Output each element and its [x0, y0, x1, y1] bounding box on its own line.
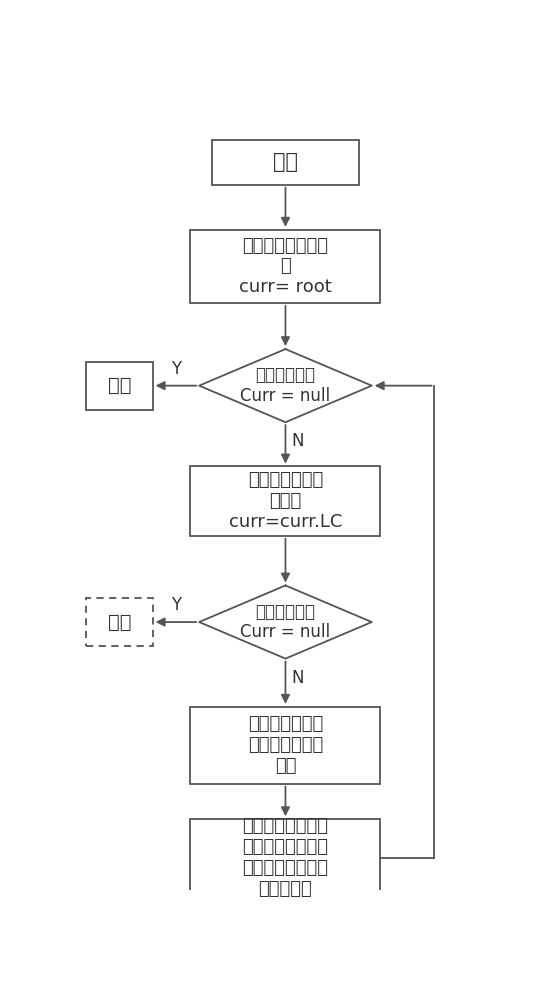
- Text: Y: Y: [171, 360, 181, 378]
- Text: 当前结点依次指向
其右结点链中的每
个结点，循环执行
此操作步骤: 当前结点依次指向 其右结点链中的每 个结点，循环执行 此操作步骤: [242, 817, 329, 898]
- Text: 当前结点判空
Curr = null: 当前结点判空 Curr = null: [241, 603, 330, 641]
- Text: 开始: 开始: [273, 152, 298, 172]
- Text: 结束: 结束: [108, 613, 131, 632]
- Text: N: N: [291, 669, 304, 687]
- Bar: [190, 230, 380, 303]
- Bar: [212, 140, 359, 185]
- Text: Y: Y: [171, 596, 181, 614]
- Text: 当前结点判空
Curr = null: 当前结点判空 Curr = null: [241, 366, 330, 405]
- Bar: [190, 707, 380, 784]
- Bar: [190, 466, 380, 536]
- Text: 结束: 结束: [108, 376, 131, 395]
- Text: 按照字典序排序
当前结点的右结
点链: 按照字典序排序 当前结点的右结 点链: [248, 715, 323, 775]
- Polygon shape: [199, 349, 372, 422]
- Bar: [190, 819, 380, 896]
- Text: N: N: [291, 432, 304, 450]
- Text: 当前结点指向其
左孩子
curr=curr.LC: 当前结点指向其 左孩子 curr=curr.LC: [229, 471, 342, 531]
- Text: 当前结点指向根结
点
curr= root: 当前结点指向根结 点 curr= root: [239, 236, 332, 296]
- Polygon shape: [199, 585, 372, 659]
- Bar: [86, 598, 153, 646]
- Bar: [86, 362, 153, 410]
